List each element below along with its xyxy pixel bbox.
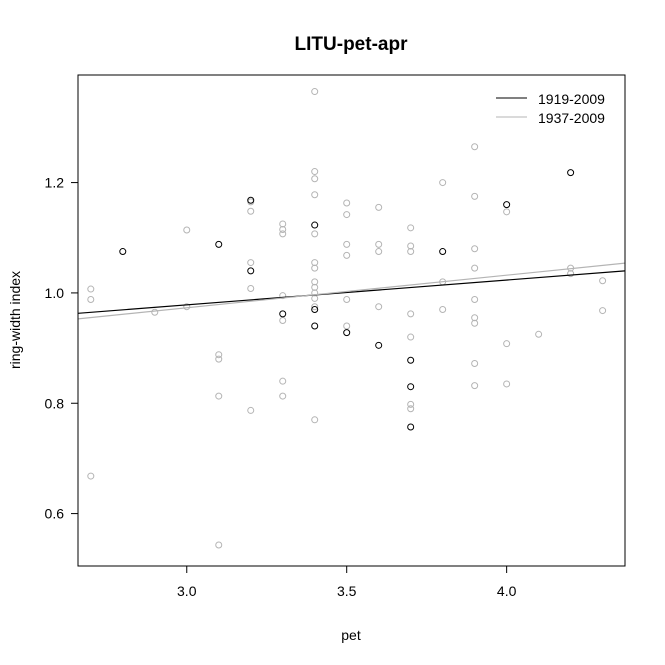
data-point: [407, 423, 415, 431]
data-point: [311, 175, 319, 183]
data-point: [471, 382, 479, 390]
data-point: [311, 322, 319, 330]
data-point: [215, 240, 223, 248]
data-point: [279, 230, 287, 238]
y-tick-label: 1.2: [45, 175, 65, 191]
data-point: [535, 330, 543, 338]
x-axis: 3.0 3.5 4.0: [177, 565, 517, 599]
data-point: [183, 226, 191, 234]
data-point: [311, 230, 319, 238]
data-point: [311, 416, 319, 424]
data-point: [503, 201, 511, 209]
chart-title: LITU-pet-apr: [295, 34, 409, 55]
legend-label-1919-2009: 1919-2009: [538, 91, 605, 107]
data-point: [343, 329, 351, 337]
series-1937-2009: [87, 88, 607, 549]
data-point: [599, 307, 607, 315]
data-point: [471, 264, 479, 272]
data-point: [215, 392, 223, 400]
y-tick-label: 1.0: [45, 285, 65, 301]
data-point: [343, 322, 351, 330]
fit-line-1919-2009: [78, 270, 625, 314]
data-point: [151, 308, 159, 316]
data-point: [375, 303, 383, 311]
legend-label-1937-2009: 1937-2009: [538, 110, 605, 126]
data-point: [407, 248, 415, 256]
data-point: [215, 355, 223, 363]
data-point: [119, 248, 127, 256]
data-point: [279, 317, 287, 324]
data-point: [247, 285, 255, 293]
data-point: [375, 248, 383, 256]
data-point: [183, 303, 191, 311]
data-point: [279, 292, 287, 300]
data-point: [311, 221, 319, 229]
data-point: [503, 208, 511, 216]
data-point: [471, 143, 479, 151]
data-point: [343, 199, 351, 207]
data-point: [311, 305, 319, 313]
data-point: [567, 169, 575, 177]
data-point: [407, 405, 415, 413]
data-point: [471, 192, 479, 200]
data-point: [279, 310, 287, 318]
data-point: [407, 356, 415, 364]
data-point: [375, 203, 383, 211]
data-point: [215, 541, 223, 549]
data-point: [279, 377, 287, 385]
data-point: [375, 240, 383, 248]
y-axis: 0.6 0.8 1.0 1.2: [45, 175, 79, 522]
data-point: [311, 88, 319, 96]
data-point: [407, 400, 415, 408]
data-point: [311, 303, 319, 311]
data-point: [247, 259, 255, 267]
data-point: [311, 264, 319, 272]
data-point: [247, 406, 255, 414]
y-axis-label: ring-width index: [7, 271, 23, 369]
data-point: [311, 168, 319, 176]
data-point: [471, 296, 479, 304]
data-point: [407, 383, 415, 391]
data-point: [471, 319, 479, 327]
data-point: [503, 380, 511, 388]
legend: 1919-2009 1937-2009: [496, 91, 605, 126]
data-point: [247, 207, 255, 215]
x-tick-label: 4.0: [497, 583, 517, 599]
data-point: [343, 251, 351, 259]
data-point: [87, 472, 95, 480]
data-point: [503, 340, 511, 348]
x-axis-label: pet: [341, 627, 361, 643]
y-tick-label: 0.6: [45, 506, 65, 522]
fit-line-1937-2009: [78, 262, 625, 320]
data-point: [599, 277, 607, 285]
series-1919-2009: [119, 169, 575, 431]
data-point: [247, 267, 255, 275]
data-point: [279, 225, 287, 233]
x-tick-label: 3.5: [337, 583, 357, 599]
data-point: [279, 392, 287, 400]
data-point: [247, 196, 255, 204]
data-point: [471, 360, 479, 368]
data-point: [375, 341, 383, 349]
data-point: [215, 351, 223, 359]
data-point: [343, 296, 351, 304]
data-point: [439, 179, 447, 187]
data-point: [439, 248, 447, 256]
data-point: [343, 211, 351, 219]
data-point: [311, 191, 319, 199]
data-point: [471, 245, 479, 253]
data-point: [87, 285, 95, 293]
data-point: [567, 270, 575, 278]
plot-area: [78, 88, 625, 549]
data-point: [439, 305, 447, 313]
x-tick-label: 3.0: [177, 583, 197, 599]
data-point: [407, 224, 415, 232]
y-tick-label: 0.8: [45, 395, 65, 411]
plot-frame: [77, 74, 626, 567]
data-point: [87, 296, 95, 304]
data-point: [407, 333, 415, 341]
data-point: [407, 310, 415, 318]
data-point: [343, 240, 351, 248]
